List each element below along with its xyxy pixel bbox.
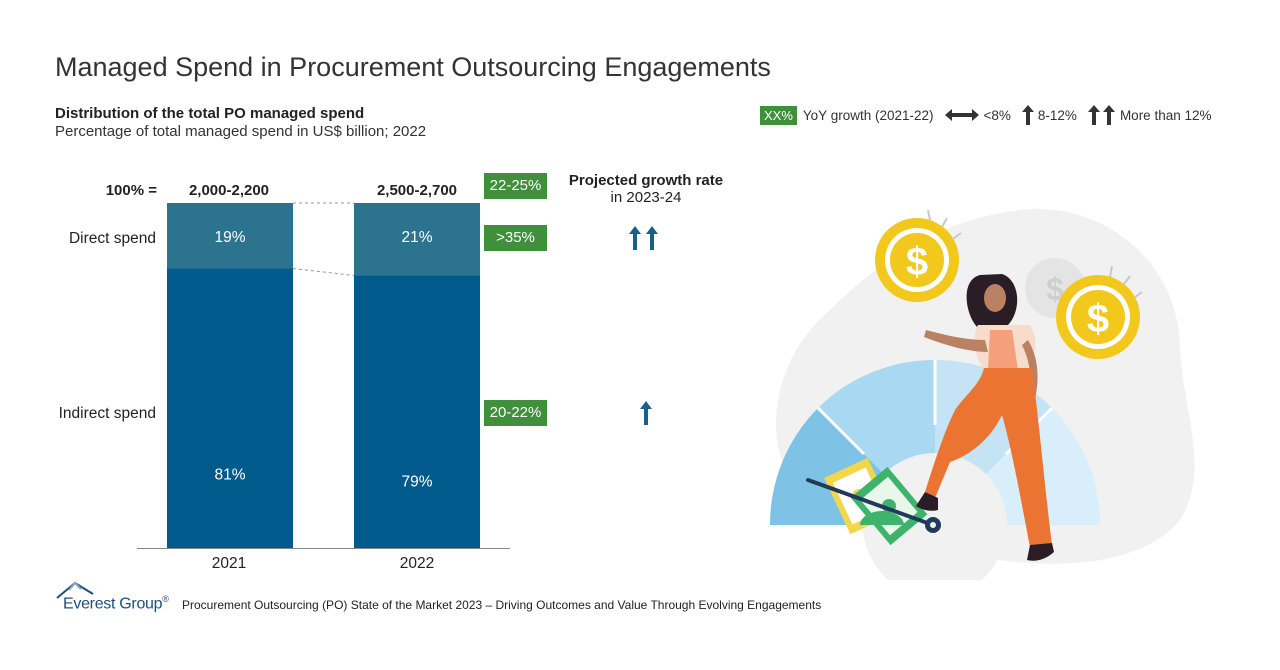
chart-description: Percentage of total managed spend in US$…	[55, 123, 427, 140]
double-arrow-icon	[944, 109, 979, 121]
data-label-indirect-spend-2021: 81%	[214, 467, 245, 484]
registered-mark: ®	[162, 594, 169, 604]
everest-logo: Everest Group®	[63, 594, 169, 613]
total-2022: 2,500-2,700	[376, 182, 458, 199]
bar-direct-spend-2022	[354, 203, 480, 276]
footer-source: Procurement Outsourcing (PO) State of th…	[182, 598, 822, 612]
series-label-indirect: Indirect spend	[58, 405, 156, 422]
up-arrow-icon	[1021, 105, 1034, 125]
projected-growth-heading: Projected growth rate in 2023-24	[560, 172, 732, 206]
connector-split	[292, 268, 355, 276]
growth-illustration: $ $ $	[769, 208, 1195, 580]
yoy-badge-total: 22-25%	[484, 173, 547, 199]
data-label-indirect-spend-2022: 79%	[401, 473, 432, 490]
data-label-direct-spend-2021: 19%	[214, 229, 245, 246]
bar-direct-spend-2021	[167, 203, 293, 269]
yoy-badge-direct: >35%	[484, 225, 547, 251]
svg-text:$: $	[1087, 297, 1109, 341]
double-up-arrow-icon	[1087, 105, 1115, 125]
chart-subtitle: Distribution of the total PO managed spe…	[55, 105, 365, 122]
series-label-direct: Direct spend	[68, 230, 156, 247]
legend-low-label: <8%	[983, 107, 1011, 123]
legend-badge: XX%	[760, 105, 797, 125]
logo-text: Everest Group	[63, 595, 163, 613]
double-up-arrow-icon-direct	[629, 226, 658, 250]
legend-mid-label: 8-12%	[1037, 107, 1077, 123]
everest-logo-mountain-icon	[56, 581, 94, 599]
bar-indirect-spend-2021	[167, 268, 293, 548]
legend: XX% YoY growth (2021-22) <8% 8-12% More …	[760, 105, 1212, 125]
legend-high-label: More than 12%	[1119, 107, 1212, 123]
legend-badge-label: YoY growth (2021-22)	[802, 107, 934, 123]
bar-indirect-spend-2022	[354, 275, 480, 548]
x-tick-2022: 2022	[399, 555, 435, 572]
total-prefix: 100% =	[105, 182, 157, 199]
svg-text:$: $	[906, 240, 928, 284]
page-title: Managed Spend in Procurement Outsourcing…	[55, 52, 771, 82]
up-arrow-icon-indirect	[640, 401, 652, 425]
svg-text:$: $	[1046, 271, 1064, 307]
total-2021: 2,000-2,200	[188, 182, 270, 199]
stacked-bar-chart: 19% 81% 21% 79%	[137, 202, 510, 549]
data-label-direct-spend-2022: 21%	[401, 229, 432, 246]
x-tick-2021: 2021	[211, 555, 247, 572]
projected-heading: Projected growth rate	[568, 172, 724, 189]
projected-subheading: in 2023-24	[610, 189, 682, 206]
yoy-badge-indirect: 20-22%	[484, 400, 547, 426]
